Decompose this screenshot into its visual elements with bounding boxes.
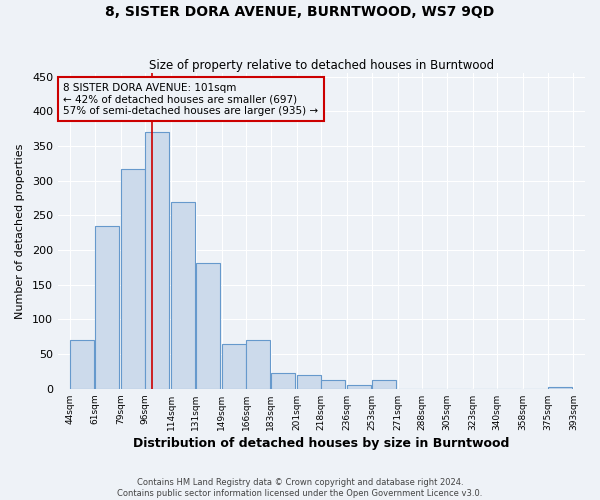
Bar <box>121 169 145 389</box>
Bar <box>296 375 320 389</box>
Text: Contains HM Land Registry data © Crown copyright and database right 2024.
Contai: Contains HM Land Registry data © Crown c… <box>118 478 482 498</box>
Bar <box>196 262 220 389</box>
Bar <box>95 226 119 389</box>
Bar <box>371 380 395 389</box>
Bar <box>221 344 245 389</box>
Bar <box>271 373 295 389</box>
Bar <box>145 132 169 389</box>
Y-axis label: Number of detached properties: Number of detached properties <box>15 144 25 318</box>
Bar <box>548 386 572 389</box>
Text: 8 SISTER DORA AVENUE: 101sqm
← 42% of detached houses are smaller (697)
57% of s: 8 SISTER DORA AVENUE: 101sqm ← 42% of de… <box>63 82 319 116</box>
Text: 8, SISTER DORA AVENUE, BURNTWOOD, WS7 9QD: 8, SISTER DORA AVENUE, BURNTWOOD, WS7 9Q… <box>106 5 494 19</box>
Bar <box>321 380 345 389</box>
Bar <box>347 386 371 389</box>
Bar <box>171 202 195 389</box>
Title: Size of property relative to detached houses in Burntwood: Size of property relative to detached ho… <box>149 59 494 72</box>
X-axis label: Distribution of detached houses by size in Burntwood: Distribution of detached houses by size … <box>133 437 509 450</box>
Bar <box>70 340 94 389</box>
Bar <box>246 340 270 389</box>
